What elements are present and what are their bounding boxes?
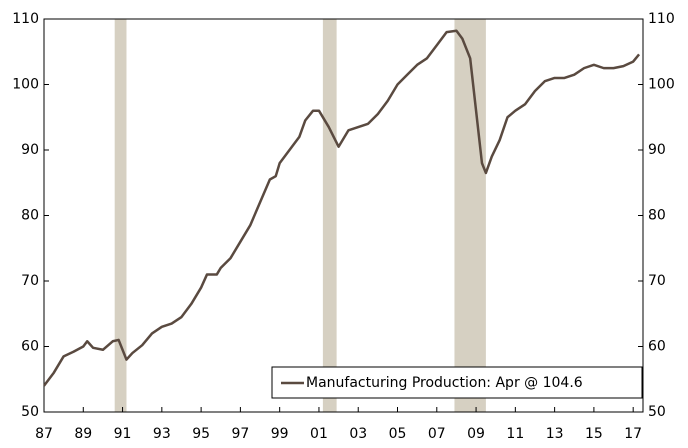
- legend-label: Manufacturing Production: Apr @ 104.6: [306, 375, 583, 391]
- x-tick-label: 91: [114, 426, 132, 442]
- x-tick-label: 95: [192, 426, 210, 442]
- x-tick-label: 09: [467, 426, 485, 442]
- x-tick-label: 97: [231, 426, 249, 442]
- y2-tick-label: 50: [648, 404, 666, 420]
- x-tick-label: 89: [74, 426, 92, 442]
- x-tick-label: 15: [585, 426, 603, 442]
- y-tick-label: 80: [21, 208, 39, 224]
- x-tick-label: 87: [35, 426, 53, 442]
- legend-box: [271, 366, 643, 399]
- x-tick-label: 99: [271, 426, 289, 442]
- recession-band: [114, 19, 127, 412]
- y-tick-label: 50: [21, 404, 39, 420]
- y-tick-label: 60: [21, 339, 39, 355]
- y2-tick-label: 60: [648, 339, 666, 355]
- x-tick-label: 07: [428, 426, 446, 442]
- x-tick-label: 03: [349, 426, 367, 442]
- y2-tick-label: 70: [648, 273, 666, 289]
- data-line: [42, 29, 641, 387]
- y2-tick-label: 80: [648, 208, 666, 224]
- recession-band: [322, 19, 337, 412]
- x-tick-label: 01: [310, 426, 328, 442]
- x-tick-label: 17: [624, 426, 642, 442]
- y2-tick-label: 90: [648, 142, 666, 158]
- y2-tick-label: 100: [648, 77, 675, 93]
- y-tick-label: 90: [21, 142, 39, 158]
- x-tick-label: 93: [153, 426, 171, 442]
- y-tick-label: 110: [12, 11, 39, 27]
- y-tick-label: 70: [21, 273, 39, 289]
- x-tick-label: 11: [506, 426, 524, 442]
- y-tick-label: 100: [12, 77, 39, 93]
- y2-tick-label: 110: [648, 11, 675, 27]
- recession-band: [454, 19, 486, 412]
- x-tick-label: 05: [389, 426, 407, 442]
- x-tick-label: 13: [546, 426, 564, 442]
